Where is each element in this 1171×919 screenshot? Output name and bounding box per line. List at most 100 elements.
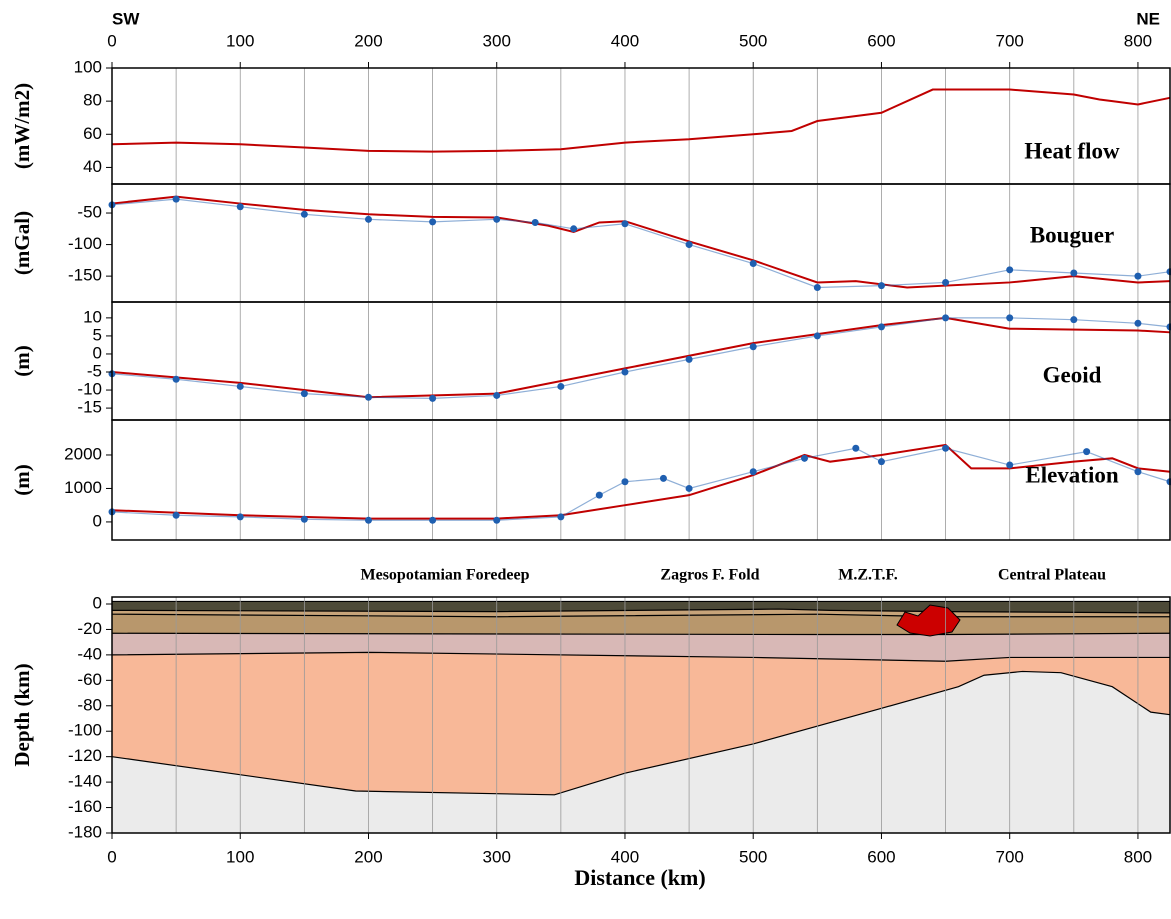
point <box>813 283 821 291</box>
point <box>1006 266 1014 274</box>
point <box>364 516 372 524</box>
point <box>621 220 629 228</box>
line <box>111 198 1171 289</box>
point <box>1070 316 1078 324</box>
y-tick-label: -10 <box>77 380 102 399</box>
x-axis-title: Distance (km) <box>574 865 705 890</box>
panel-title: Heat flow <box>1024 138 1120 163</box>
y-axis-title: (mGal) <box>10 211 34 275</box>
point <box>621 478 629 486</box>
point <box>429 516 437 524</box>
point <box>813 332 821 340</box>
point <box>1006 461 1014 469</box>
x-tick-label: 500 <box>739 847 767 866</box>
x-tick-label: 500 <box>739 31 767 50</box>
y-tick-label: -140 <box>68 772 102 791</box>
line <box>111 317 1171 399</box>
annotation: Central Plateau <box>998 567 1106 584</box>
point <box>429 394 437 402</box>
layer-boundary <box>111 651 1170 662</box>
point <box>621 368 629 376</box>
x-tick-label: 0 <box>107 31 116 50</box>
point <box>801 454 809 462</box>
annotation: M.Z.T.F. <box>838 567 898 584</box>
x-tick-label: 100 <box>226 31 254 50</box>
x-tick-label: 800 <box>1124 31 1152 50</box>
point <box>172 375 180 383</box>
point <box>942 314 950 322</box>
point <box>236 382 244 390</box>
panel-frame <box>111 419 1171 541</box>
point <box>877 282 885 290</box>
x-tick-label: 300 <box>483 847 511 866</box>
y-tick-label: -180 <box>68 822 102 841</box>
y-tick-label: -80 <box>77 695 102 714</box>
point <box>557 382 565 390</box>
panel-title: Geoid <box>1043 362 1102 387</box>
point <box>1083 448 1091 456</box>
x-tick-label: 300 <box>483 31 511 50</box>
y-tick-label: -5 <box>87 361 102 380</box>
y-tick-label: 0 <box>93 343 102 362</box>
point <box>300 390 308 398</box>
point <box>300 515 308 523</box>
point <box>570 225 578 233</box>
panel-title: Elevation <box>1025 462 1118 487</box>
point <box>557 513 565 521</box>
panel-title: Bouguer <box>1030 222 1114 247</box>
y-axis-title: (mW/m2) <box>10 83 34 169</box>
point <box>364 393 372 401</box>
x-tick-label: 700 <box>996 31 1024 50</box>
point <box>749 260 757 268</box>
point <box>1134 272 1142 280</box>
annotation: Mesopotamian Foredeep <box>360 567 529 584</box>
y-tick-label: 5 <box>93 325 102 344</box>
y-tick-label: -150 <box>68 266 102 285</box>
x-tick-label: 200 <box>354 847 382 866</box>
x-tick-label: 600 <box>867 31 895 50</box>
y-tick-label: 40 <box>83 157 102 176</box>
point <box>1006 314 1014 322</box>
y-tick-label: 1000 <box>64 478 102 497</box>
y-tick-label: -100 <box>68 234 102 253</box>
panel-frame <box>111 596 1171 834</box>
y-tick-label: 0 <box>93 511 102 530</box>
annotation: Zagros F. Fold <box>660 567 759 584</box>
point <box>429 218 437 226</box>
point <box>685 484 693 492</box>
y-tick-label: 0 <box>93 593 102 612</box>
y-tick-label: -20 <box>77 619 102 638</box>
y-tick-label: -100 <box>68 721 102 740</box>
point <box>659 474 667 482</box>
point <box>942 278 950 286</box>
point <box>749 343 757 351</box>
point <box>531 218 539 226</box>
line <box>111 447 1171 521</box>
point <box>1134 319 1142 327</box>
point <box>877 323 885 331</box>
x-tick-label: 400 <box>611 847 639 866</box>
y-axis-title: Depth (km) <box>10 663 34 766</box>
point <box>595 491 603 499</box>
x-tick-label: 100 <box>226 847 254 866</box>
point <box>685 355 693 363</box>
y-tick-label: 80 <box>83 91 102 110</box>
point <box>493 215 501 223</box>
x-tick-label: 600 <box>867 847 895 866</box>
point <box>236 513 244 521</box>
line <box>111 443 1171 520</box>
y-axis-title: (m) <box>10 464 34 495</box>
x-tick-label: 700 <box>996 847 1024 866</box>
point <box>942 444 950 452</box>
y-tick-label: 100 <box>74 57 102 76</box>
point <box>493 516 501 524</box>
intrusion-body <box>896 604 961 637</box>
point <box>685 241 693 249</box>
point <box>877 458 885 466</box>
y-tick-label: 10 <box>83 307 102 326</box>
y-axis-title: (m) <box>10 345 34 376</box>
point <box>300 210 308 218</box>
point <box>172 511 180 519</box>
